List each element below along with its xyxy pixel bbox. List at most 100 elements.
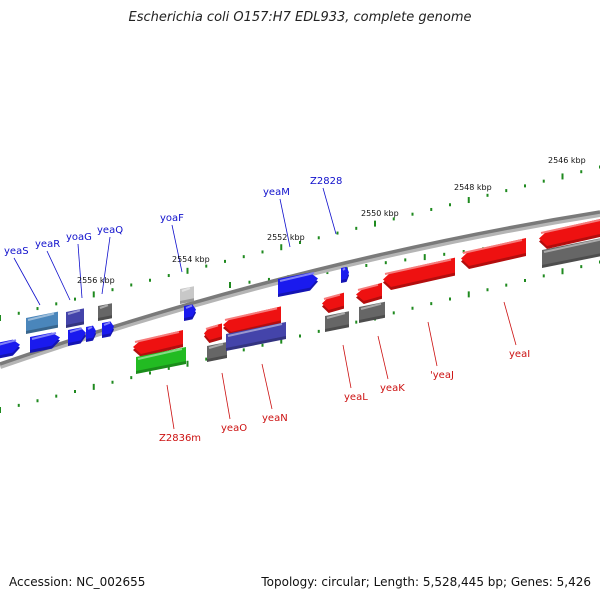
- leader-line: [77, 243, 83, 299]
- gene-arrow: [461, 238, 526, 269]
- gene-label: yeaM: [263, 187, 290, 198]
- gene-arrow: [26, 311, 58, 334]
- gene-arrow: [204, 323, 222, 343]
- gene-highlight: [357, 283, 379, 291]
- gene-arrow: [136, 347, 186, 374]
- gene-label: yoaF: [160, 213, 184, 224]
- gene-label: yeaR: [35, 239, 60, 250]
- gene-highlight: [27, 312, 55, 321]
- gene-body: [26, 311, 58, 331]
- gene-arrow: [0, 339, 20, 359]
- gene-arrow: [226, 322, 286, 351]
- leader-line: [427, 321, 438, 367]
- gene-body: [356, 282, 382, 301]
- gene-body: [383, 257, 455, 287]
- gene-body: [204, 323, 222, 340]
- gene-body: [359, 301, 385, 320]
- gene-body: [223, 306, 281, 332]
- gene-highlight: [540, 219, 600, 234]
- gene-arrow: [184, 304, 196, 321]
- gene-highlight: [462, 239, 523, 254]
- gene-highlight: [137, 348, 183, 360]
- kbp-label: 2548 kbp: [454, 183, 492, 192]
- leader-line: [221, 372, 231, 420]
- leader-line: [101, 236, 111, 295]
- gene-body: [136, 347, 186, 371]
- gene-body: [542, 238, 600, 265]
- gene-arrow: [68, 327, 86, 346]
- gene-highlight: [205, 324, 219, 330]
- accession-text: Accession: NC_002655: [9, 575, 146, 589]
- gene-label: yeaK: [380, 383, 405, 394]
- gene-highlight: [384, 258, 452, 275]
- gene-label: yeaO: [221, 423, 247, 434]
- gene-arrow: [322, 292, 344, 313]
- gene-highlight: [181, 287, 191, 292]
- gene-arrow: [356, 282, 382, 304]
- gene-highlight: [99, 304, 109, 309]
- gene-body: [341, 266, 349, 280]
- gene-highlight: [0, 339, 17, 346]
- gene-highlight: [543, 238, 600, 253]
- gene-highlight: [360, 302, 382, 310]
- gene-highlight: [69, 327, 83, 333]
- leader-line: [13, 257, 41, 306]
- gene-arrow: [180, 286, 194, 304]
- kbp-label: 2556 kbp: [77, 276, 115, 285]
- leader-line: [322, 187, 337, 235]
- kbp-label: 2552 kbp: [267, 233, 305, 242]
- gene-label: yeaN: [262, 413, 288, 424]
- gene-label: yeaI: [509, 349, 530, 360]
- gene-highlight: [134, 331, 180, 343]
- gene-highlight: [326, 312, 346, 319]
- gene-body: [322, 292, 344, 310]
- gene-arrow: [223, 306, 281, 335]
- gene-label: yeaQ: [97, 225, 123, 236]
- gene-body: [325, 311, 349, 329]
- leader-line: [377, 335, 389, 380]
- gene-arrow: [359, 301, 385, 323]
- gene-arrow: [66, 308, 84, 328]
- kbp-label: 2554 kbp: [172, 255, 210, 264]
- leader-line: [261, 363, 273, 410]
- gene-highlight: [279, 272, 315, 282]
- gene-highlight: [323, 293, 341, 300]
- gene-arrow: [539, 219, 600, 249]
- gene-label: yeaL: [344, 392, 368, 403]
- gene-highlight: [227, 323, 283, 337]
- leader-line: [46, 250, 71, 301]
- gene-highlight: [67, 309, 81, 315]
- topology-text: Topology: circular; Length: 5,528,445 bp…: [261, 575, 591, 589]
- gene-body: [278, 272, 318, 294]
- gene-highlight: [342, 267, 346, 271]
- gene-arrow: [86, 325, 96, 342]
- gene-label: Z2828: [310, 176, 342, 187]
- gene-label: yeaS: [4, 246, 29, 257]
- gene-label: yoaG: [66, 232, 92, 243]
- gene-arrow: [341, 266, 349, 283]
- leader-line: [279, 198, 291, 248]
- gene-arrow: [98, 303, 112, 321]
- gene-highlight: [208, 343, 224, 349]
- gene-features: [0, 219, 600, 374]
- gene-highlight: [103, 321, 111, 326]
- gene-arrow: [383, 257, 455, 290]
- gene-arrow: [102, 321, 114, 338]
- gene-highlight: [224, 307, 278, 321]
- gene-arrow: [133, 330, 183, 357]
- leader-line: [503, 301, 517, 346]
- leader-line: [171, 224, 183, 273]
- map-title: Escherichia coli O157:H7 EDL933, complet…: [128, 10, 472, 25]
- gene-highlight: [87, 326, 93, 330]
- gene-arrow: [542, 238, 600, 268]
- label-leaders: [13, 187, 517, 430]
- gene-label: 'yeaJ: [430, 370, 454, 381]
- gene-highlight: [31, 332, 57, 340]
- gene-arrow: [30, 332, 60, 353]
- gene-body: [226, 322, 286, 348]
- gene-body: [461, 238, 526, 266]
- kbp-label: 2550 kbp: [361, 209, 399, 218]
- gene-body: [539, 219, 600, 246]
